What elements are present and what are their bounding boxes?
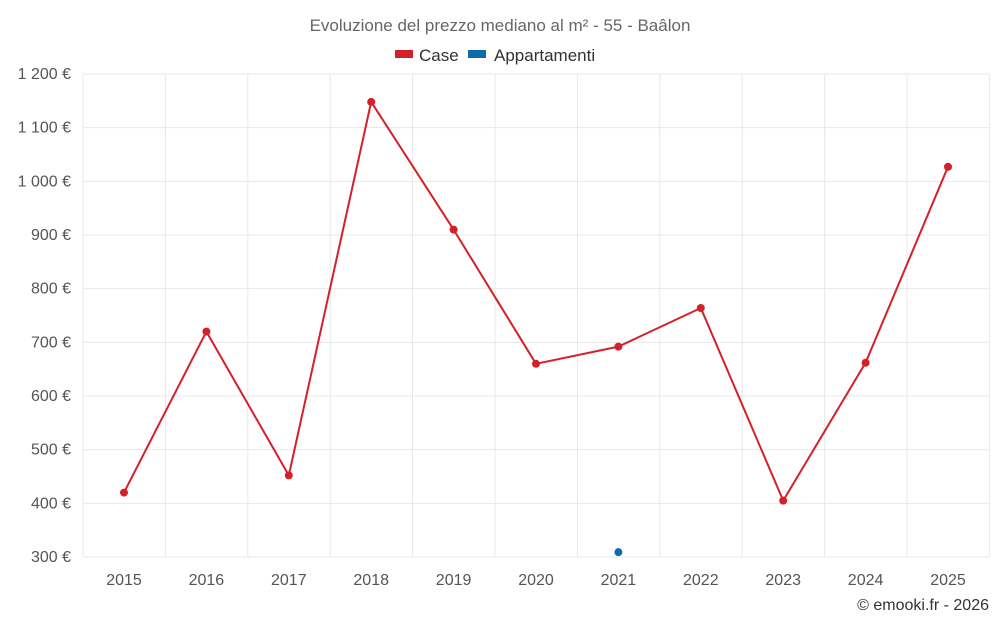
x-tick-label: 2015 xyxy=(106,572,142,589)
x-tick-label: 2023 xyxy=(765,572,801,589)
x-tick-label: 2018 xyxy=(353,572,389,589)
y-tick-label: 1 000 € xyxy=(18,173,71,190)
data-point-case[interactable] xyxy=(779,496,788,505)
y-tick-label: 900 € xyxy=(31,227,71,244)
legend-label-case: Case xyxy=(419,46,459,65)
x-tick-label: 2016 xyxy=(189,572,225,589)
data-point-case[interactable] xyxy=(449,225,458,234)
y-tick-label: 500 € xyxy=(31,442,71,459)
data-point-case[interactable] xyxy=(284,471,293,480)
x-tick-label: 2020 xyxy=(518,572,554,589)
x-tick-label: 2022 xyxy=(683,572,719,589)
legend-item-case[interactable]: Case xyxy=(395,46,459,65)
y-tick-label: 1 200 € xyxy=(18,66,71,83)
legend: Case Appartamenti xyxy=(395,46,595,65)
data-point-case[interactable] xyxy=(532,359,540,368)
chart-title: Evoluzione del prezzo mediano al m² - 55… xyxy=(310,16,691,35)
x-tick-label: 2019 xyxy=(436,572,472,589)
data-point-case[interactable] xyxy=(944,162,952,171)
x-tick-label: 2025 xyxy=(930,572,966,589)
x-tick-label: 2017 xyxy=(271,572,307,589)
y-tick-label: 700 € xyxy=(31,334,71,351)
data-point-case[interactable] xyxy=(367,97,376,106)
y-tick-label: 300 € xyxy=(31,549,71,566)
y-tick-label: 400 € xyxy=(31,495,71,512)
x-axis-ticks: 2015 2016 2017 2018 2019 2020 2021 2022 2023 2024… xyxy=(106,572,966,589)
data-point-case[interactable] xyxy=(861,358,870,367)
grid xyxy=(82,73,990,558)
data-point-appartamenti[interactable] xyxy=(614,548,623,557)
legend-item-appartamenti[interactable]: Appartamenti xyxy=(468,46,595,65)
y-tick-label: 1 100 € xyxy=(18,120,71,137)
data-point-case[interactable] xyxy=(614,342,623,351)
legend-label-appartamenti: Appartamenti xyxy=(494,46,595,65)
data-point-case[interactable] xyxy=(120,488,128,497)
legend-swatch-case xyxy=(395,50,413,58)
x-tick-label: 2021 xyxy=(601,572,637,589)
data-point-case[interactable] xyxy=(202,327,211,336)
credit-text: © emooki.fr - 2026 xyxy=(857,597,989,614)
y-tick-label: 800 € xyxy=(31,281,71,298)
series xyxy=(120,97,952,557)
x-tick-label: 2024 xyxy=(848,572,884,589)
y-tick-label: 600 € xyxy=(31,388,71,405)
legend-swatch-appartamenti xyxy=(468,50,486,58)
data-point-case[interactable] xyxy=(696,303,705,312)
y-axis-ticks: 300 € 400 € 500 € 600 € 700 € 800 € 900 € 1 000… xyxy=(18,66,71,566)
